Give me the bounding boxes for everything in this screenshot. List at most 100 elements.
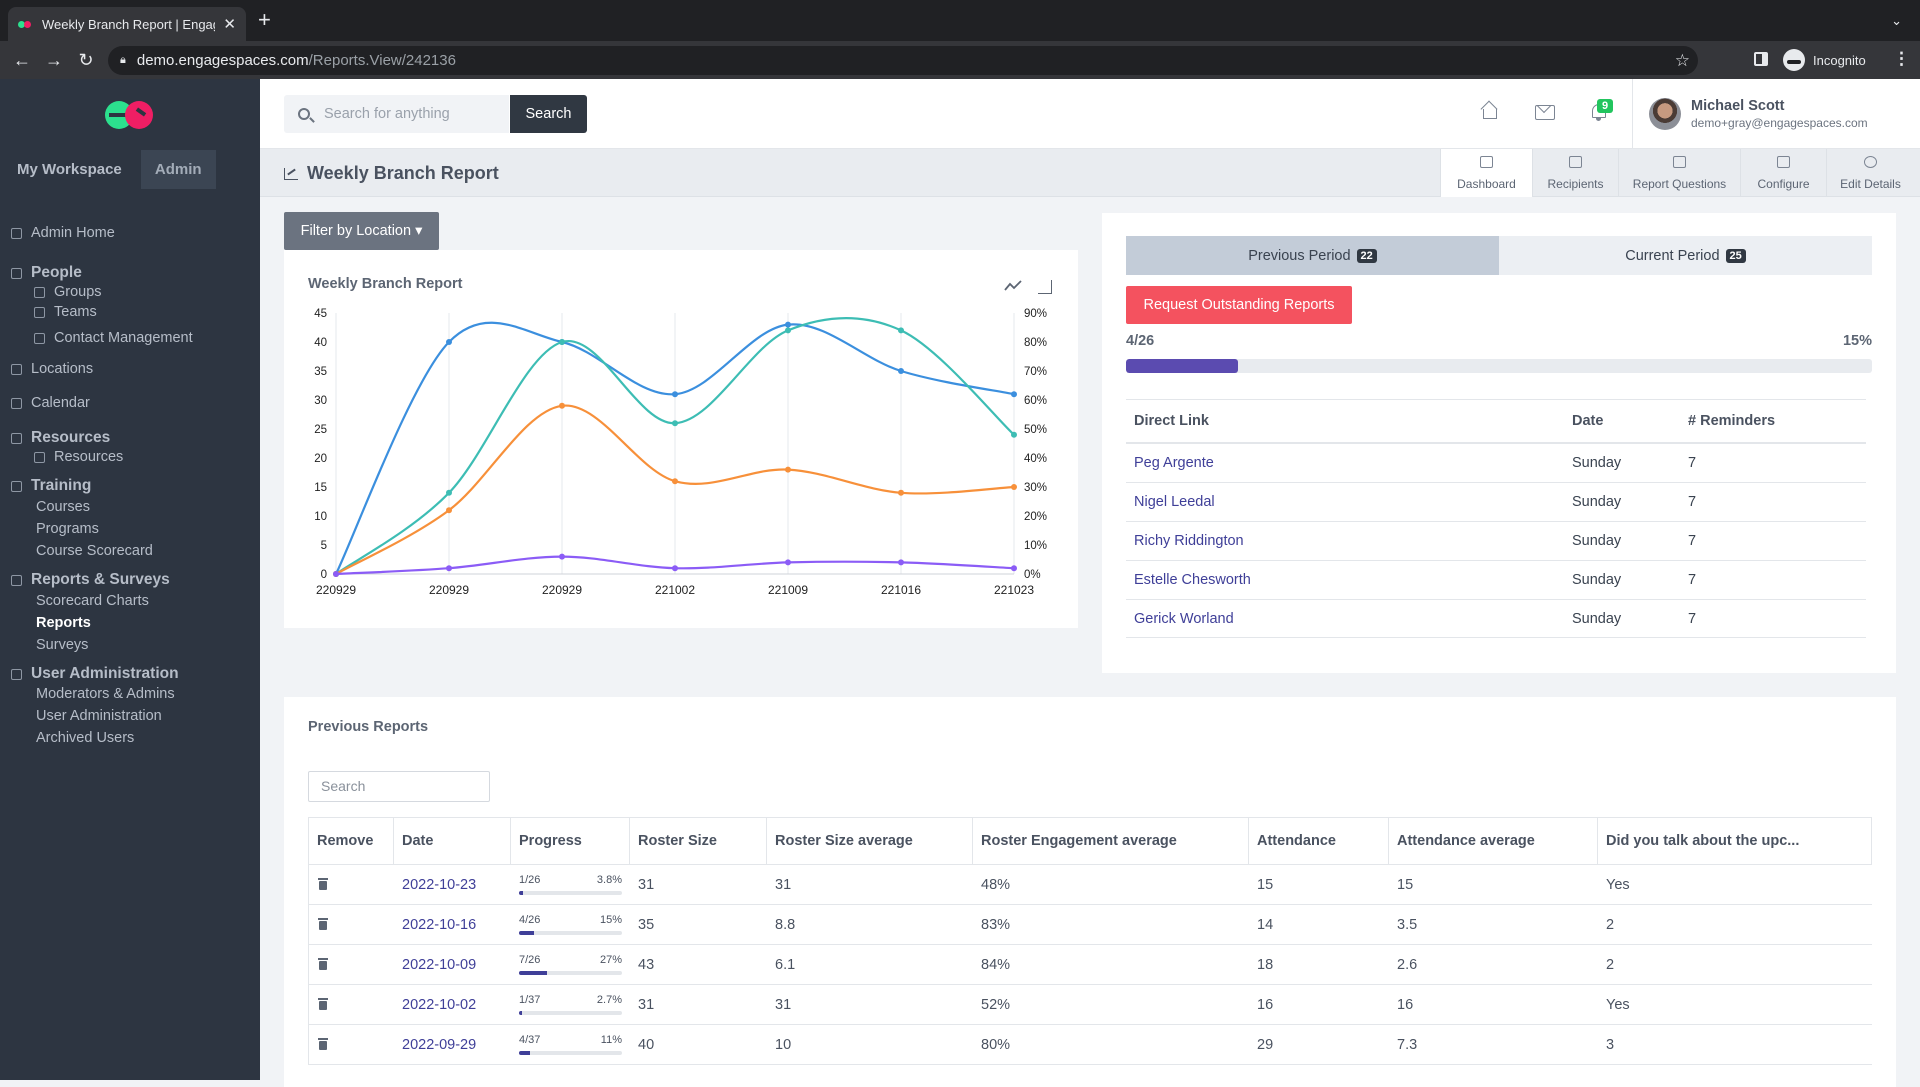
column-header[interactable]: Remove [309, 818, 394, 864]
mail-icon[interactable] [1535, 101, 1555, 121]
recipient-link[interactable]: Peg Argente [1134, 455, 1214, 471]
sidebar-item-user-administration[interactable]: User Administration [11, 665, 179, 683]
sidebar-item-scorecard-charts[interactable]: Scorecard Charts [36, 593, 149, 609]
sidebar-item-user-administration[interactable]: User Administration [36, 708, 162, 724]
recipient-link[interactable]: Nigel Leedal [1134, 494, 1215, 510]
sidebar-item-groups[interactable]: Groups [34, 284, 102, 300]
expand-icon[interactable] [1038, 280, 1052, 294]
browser-tab[interactable]: Weekly Branch Report | Engage ✕ [8, 7, 246, 41]
back-icon[interactable]: ← [13, 49, 31, 70]
mini-progress: 1/26 3.8% [519, 872, 622, 898]
tab-current-period[interactable]: Current Period 25 [1499, 236, 1872, 275]
sidebar-item-reports[interactable]: Reports [36, 615, 91, 631]
sidebar-item-resources[interactable]: Resources [34, 449, 123, 465]
column-header[interactable]: Roster Size average [767, 818, 973, 864]
search-button[interactable]: Search [510, 95, 587, 133]
tab-report-questions[interactable]: Report Questions [1618, 149, 1740, 197]
sidebar-item-admin-home[interactable]: Admin Home [11, 225, 115, 241]
report-date-link[interactable]: 2022-10-09 [402, 957, 477, 973]
request-outstanding-reports-button[interactable]: Request Outstanding Reports [1126, 286, 1352, 324]
trash-icon[interactable] [318, 997, 328, 1010]
filter-label: Filter by Location [300, 223, 412, 239]
table-row: Peg Argente Sunday 7 [1126, 443, 1866, 482]
new-tab-icon[interactable]: + [258, 7, 271, 32]
global-search-input[interactable]: Search for anything [284, 95, 509, 133]
omnibox[interactable]: 🔒︎ demo.engagespaces.com/Reports.View/24… [108, 46, 1698, 75]
sidebar-item-label: Moderators & Admins [36, 686, 175, 702]
report-date-link[interactable]: 2022-10-23 [402, 877, 477, 893]
filter-by-location-button[interactable]: Filter by Location ▾ [284, 212, 439, 250]
x-tick-label: 220929 [316, 583, 356, 597]
sidebar-item-label: Calendar [31, 395, 90, 411]
tab-label: Dashboard [1457, 177, 1516, 191]
sidebar-item-surveys[interactable]: Surveys [36, 637, 88, 653]
trash-icon[interactable] [318, 877, 328, 890]
tab-previous-period[interactable]: Previous Period 22 [1126, 236, 1499, 275]
sidebar-item-label: Contact Management [54, 330, 193, 346]
report-date-link[interactable]: 2022-10-16 [402, 917, 477, 933]
home-icon[interactable] [1480, 101, 1500, 121]
tab-configure[interactable]: Configure [1740, 149, 1826, 197]
trash-icon[interactable] [318, 1037, 328, 1050]
forward-icon[interactable]: → [45, 49, 63, 70]
sidebar-item-people[interactable]: People [11, 264, 82, 282]
report-date-link[interactable]: 2022-10-02 [402, 997, 477, 1013]
table-row: Estelle Chesworth Sunday 7 [1126, 560, 1866, 599]
sidebar-item-label: Groups [54, 284, 102, 300]
date-cell: 2022-10-23 [394, 865, 511, 905]
tab-edit-details[interactable]: Edit Details [1826, 149, 1914, 197]
data-point [1011, 431, 1017, 438]
column-header[interactable]: Attendance [1249, 818, 1389, 864]
column-header[interactable]: Roster Size [630, 818, 767, 864]
incognito-indicator[interactable]: Incognito [1783, 49, 1866, 71]
date-cell: Sunday [1572, 572, 1622, 588]
reload-icon[interactable]: ↻ [78, 49, 94, 70]
sidebar-item-teams[interactable]: Teams [34, 304, 97, 320]
remove-cell [309, 905, 394, 945]
tab-my-workspace[interactable]: My Workspace [17, 161, 122, 178]
sidebar-item-moderators-admins[interactable]: Moderators & Admins [36, 686, 175, 702]
trash-icon[interactable] [318, 957, 328, 970]
sidebar-item-calendar[interactable]: Calendar [11, 395, 90, 411]
chart-type-icon[interactable] [1004, 280, 1022, 292]
column-header[interactable]: Roster Engagement average [973, 818, 1249, 864]
tab-dashboard[interactable]: Dashboard [1440, 149, 1532, 197]
tab-search-icon[interactable]: ⌄ [1891, 13, 1902, 28]
trash-icon[interactable] [318, 917, 328, 930]
tab-admin[interactable]: Admin [140, 150, 216, 189]
mini-progress-bar [519, 931, 622, 935]
reports-search-input[interactable]: Search [308, 771, 490, 802]
close-tab-icon[interactable]: ✕ [223, 16, 236, 33]
column-header[interactable]: Progress [511, 818, 630, 864]
progress-bar-fill [1126, 359, 1238, 373]
sidebar-item-archived-users[interactable]: Archived Users [36, 730, 134, 746]
progress-bar [1126, 359, 1872, 373]
report-date-link[interactable]: 2022-09-29 [402, 1037, 477, 1053]
sidebar-item-training[interactable]: Training [11, 477, 91, 495]
column-header[interactable]: Attendance average [1389, 818, 1598, 864]
sidebar-item-contact-management[interactable]: Contact Management [34, 330, 193, 346]
recipient-link[interactable]: Gerick Worland [1134, 610, 1234, 627]
sidebar-item-locations[interactable]: Locations [11, 361, 93, 377]
column-header[interactable]: Date [394, 818, 511, 864]
engagespaces-logo[interactable] [105, 101, 155, 129]
sidebar-item-courses[interactable]: Courses [36, 499, 90, 515]
reminders-cell: 7 [1688, 610, 1697, 627]
gear-icon [1864, 156, 1877, 168]
sidebar-item-resources[interactable]: Resources [11, 429, 110, 447]
user-menu[interactable]: Michael Scott demo+gray@engagespaces.com [1632, 79, 1892, 149]
recipient-link[interactable]: Richy Riddington [1134, 533, 1244, 549]
tab-recipients[interactable]: Recipients [1532, 149, 1618, 197]
browser-menu-icon[interactable]: ⋮ [1893, 49, 1910, 68]
column-header[interactable]: Did you talk about the upc... [1598, 818, 1872, 864]
y-left-tick-label: 10 [314, 511, 327, 523]
bookmark-star-icon[interactable]: ☆ [1674, 50, 1690, 70]
recipient-link[interactable]: Estelle Chesworth [1134, 572, 1251, 588]
sidebar-item-reports-surveys[interactable]: Reports & Surveys [11, 571, 170, 589]
sidebar-item-label: User Administration [36, 708, 162, 724]
sidebar-item-course-scorecard[interactable]: Course Scorecard [36, 543, 153, 559]
sidebar-item-programs[interactable]: Programs [36, 521, 99, 537]
user-email: demo+gray@engagespaces.com [1691, 116, 1868, 130]
user-admin-icon [11, 668, 22, 680]
side-panel-icon[interactable] [1754, 52, 1768, 66]
